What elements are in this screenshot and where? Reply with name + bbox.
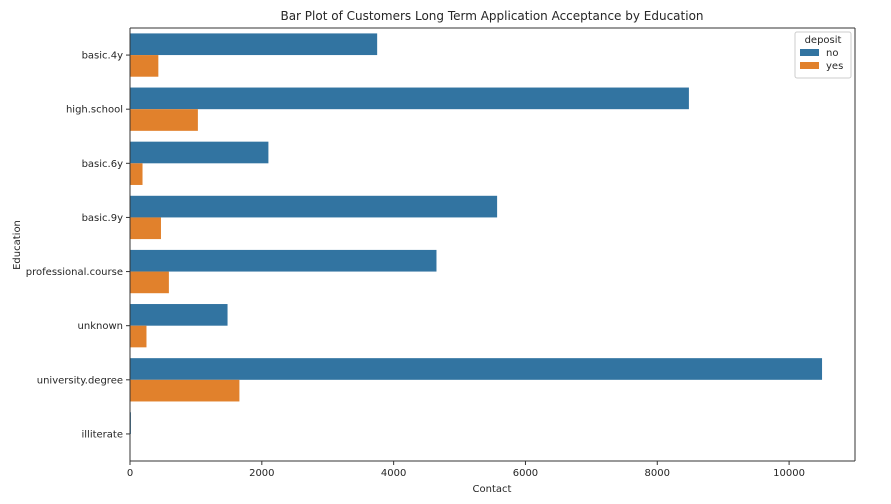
bar-yes-professional.course	[130, 271, 169, 294]
bar-no-high.school	[130, 87, 689, 110]
x-axis-ticks: 0 2000 4000 6000 8000 10000	[127, 461, 805, 479]
legend-swatch-no	[800, 49, 819, 56]
y-tick-label: basic.9y	[82, 213, 124, 224]
bar-no-basic.6y	[130, 141, 269, 164]
bar-yes-unknown	[130, 325, 147, 348]
x-tick-label: 10000	[773, 468, 805, 479]
bar-no-university.degree	[130, 358, 823, 380]
legend: deposit no yes	[794, 31, 852, 79]
y-tick-label: unknown	[78, 321, 123, 332]
legend-swatch-yes	[800, 62, 819, 69]
bar-yes-basic.6y	[130, 163, 143, 185]
bar-no-basic.4y	[130, 33, 378, 56]
legend-label-yes: yes	[826, 61, 843, 72]
x-tick-label: 8000	[645, 468, 670, 479]
y-axis-label: Education	[12, 220, 23, 270]
bar-no-unknown	[130, 304, 228, 326]
chart-title: Bar Plot of Customers Long Term Applicat…	[280, 9, 703, 23]
bar-no-basic.9y	[130, 195, 498, 218]
bar-yes-basic.9y	[130, 217, 161, 240]
legend-label-no: no	[826, 48, 838, 59]
x-tick-label: 4000	[381, 468, 406, 479]
bar-yes-university.degree	[130, 379, 240, 402]
x-axis-label: Contact	[473, 484, 512, 495]
y-tick-label: university.degree	[37, 375, 123, 386]
x-tick-label: 0	[127, 468, 133, 479]
x-tick-label: 6000	[513, 468, 538, 479]
y-tick-label: basic.6y	[82, 159, 124, 170]
bar-yes-high.school	[130, 109, 198, 131]
y-tick-label: professional.course	[26, 267, 123, 278]
y-tick-label: illiterate	[82, 429, 124, 440]
y-tick-label: high.school	[66, 105, 123, 116]
bar-no-professional.course	[130, 249, 437, 272]
y-tick-label: basic.4y	[82, 51, 124, 62]
x-tick-label: 2000	[249, 468, 274, 479]
plot-area	[129, 27, 856, 462]
bar-yes-basic.4y	[130, 55, 159, 77]
y-axis-ticks: basic.4y high.school basic.6y basic.9y profe…	[26, 51, 130, 440]
legend-title: deposit	[805, 35, 842, 46]
